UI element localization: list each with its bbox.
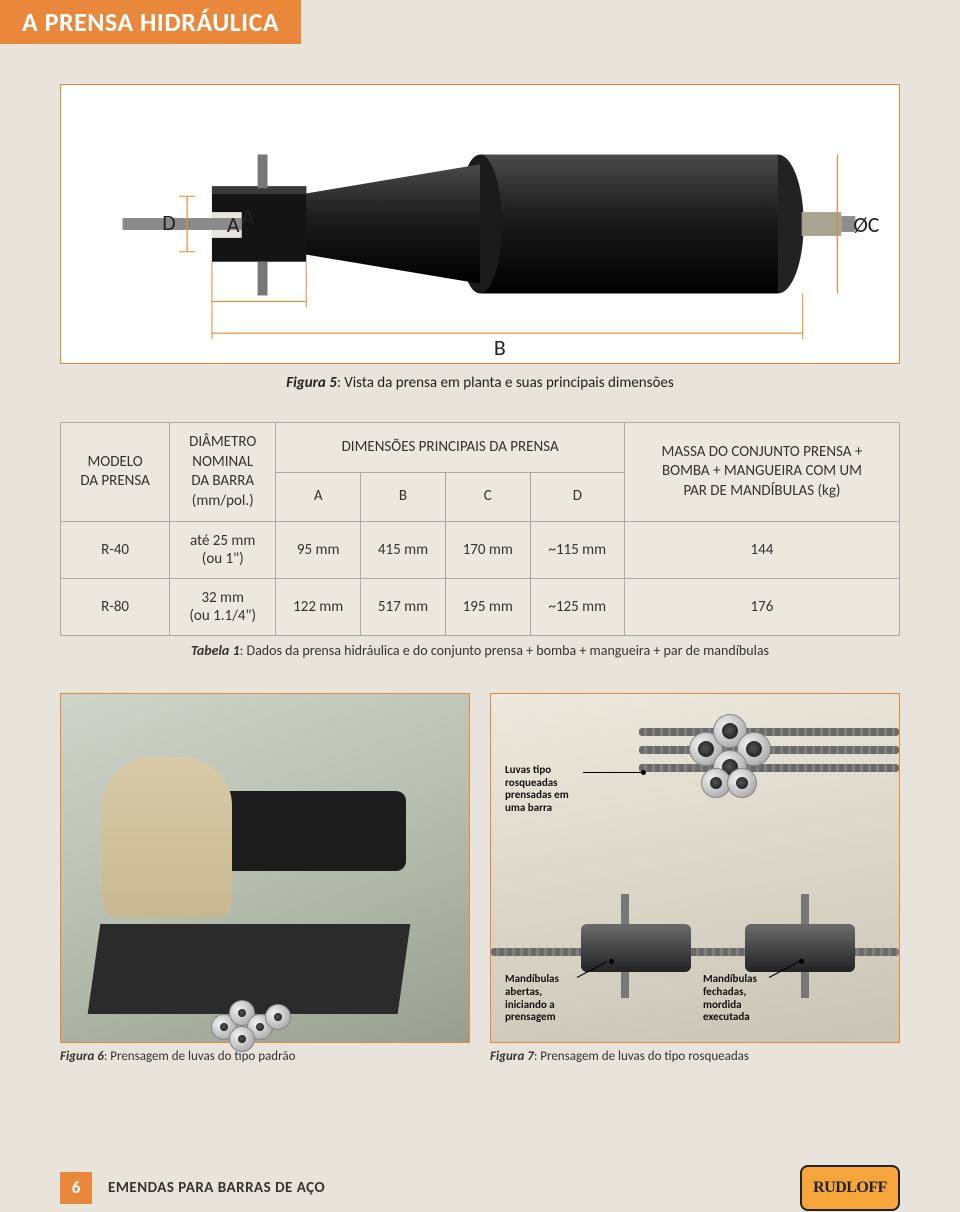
figure-7-photo: Luvas tipo rosqueadas prensadas em uma b… [490,693,900,1043]
th-massa: MASSA DO CONJUNTO PRENSA + BOMBA + MANGU… [624,423,899,522]
callout-closed: Mandíbulas fechadas, mordida executada [703,973,757,1024]
callout-sleeves: Luvas tipo rosqueadas prensadas em uma b… [505,764,569,815]
table-1: MODELO DA PRENSA DIÂMETRO NOMINAL DA BAR… [60,422,900,636]
figure-5-caption: Figura 5: Vista da prensa em planta e su… [60,374,900,392]
dim-label-D: D [162,209,175,236]
figure-7-caption: Figura 7: Prensagem de luvas do tipo ros… [490,1049,900,1064]
page-number: 6 [60,1172,92,1204]
table-1-caption: Tabela 1: Dados da prensa hidráulica e d… [60,642,900,659]
page-footer: 6 EMENDAS PARA BARRAS DE AÇO RUDLOFF [0,1164,960,1212]
figure-6-caption: Figura 6: Prensagem de luvas do tipo pad… [60,1049,470,1064]
figure-6-photo [60,693,470,1043]
page-title: A PRENSA HIDRÁULICA [0,0,301,44]
th-dimensoes: DIMENSÕES PRINCIPAIS DA PRENSA [276,423,625,473]
th-B: B [361,472,446,522]
th-A: A [276,472,361,522]
dim-label-B: B [494,334,506,361]
dim-label-C: ØC [853,211,879,238]
brand-logo: RUDLOFF [800,1165,900,1211]
press-diagram-svg: D A B ØC A [61,85,899,363]
svg-text:A: A [227,211,240,238]
table-row: R-40 até 25 mm (ou 1") 95 mm 415 mm 170 … [61,522,900,579]
table-row: R-80 32 mm (ou 1.1/4") 122 mm 517 mm 195… [61,579,900,636]
footer-title: EMENDAS PARA BARRAS DE AÇO [108,1179,325,1197]
th-D: D [530,472,624,522]
th-modelo: MODELO DA PRENSA [61,423,170,522]
dim-label-A: A [241,203,254,230]
figure-5-diagram: D A B ØC A [60,84,900,364]
callout-open: Mandíbulas abertas, iniciando a prensage… [505,973,559,1024]
th-diametro: DIÂMETRO NOMINAL DA BARRA (mm/pol.) [170,423,276,522]
th-C: C [445,472,530,522]
